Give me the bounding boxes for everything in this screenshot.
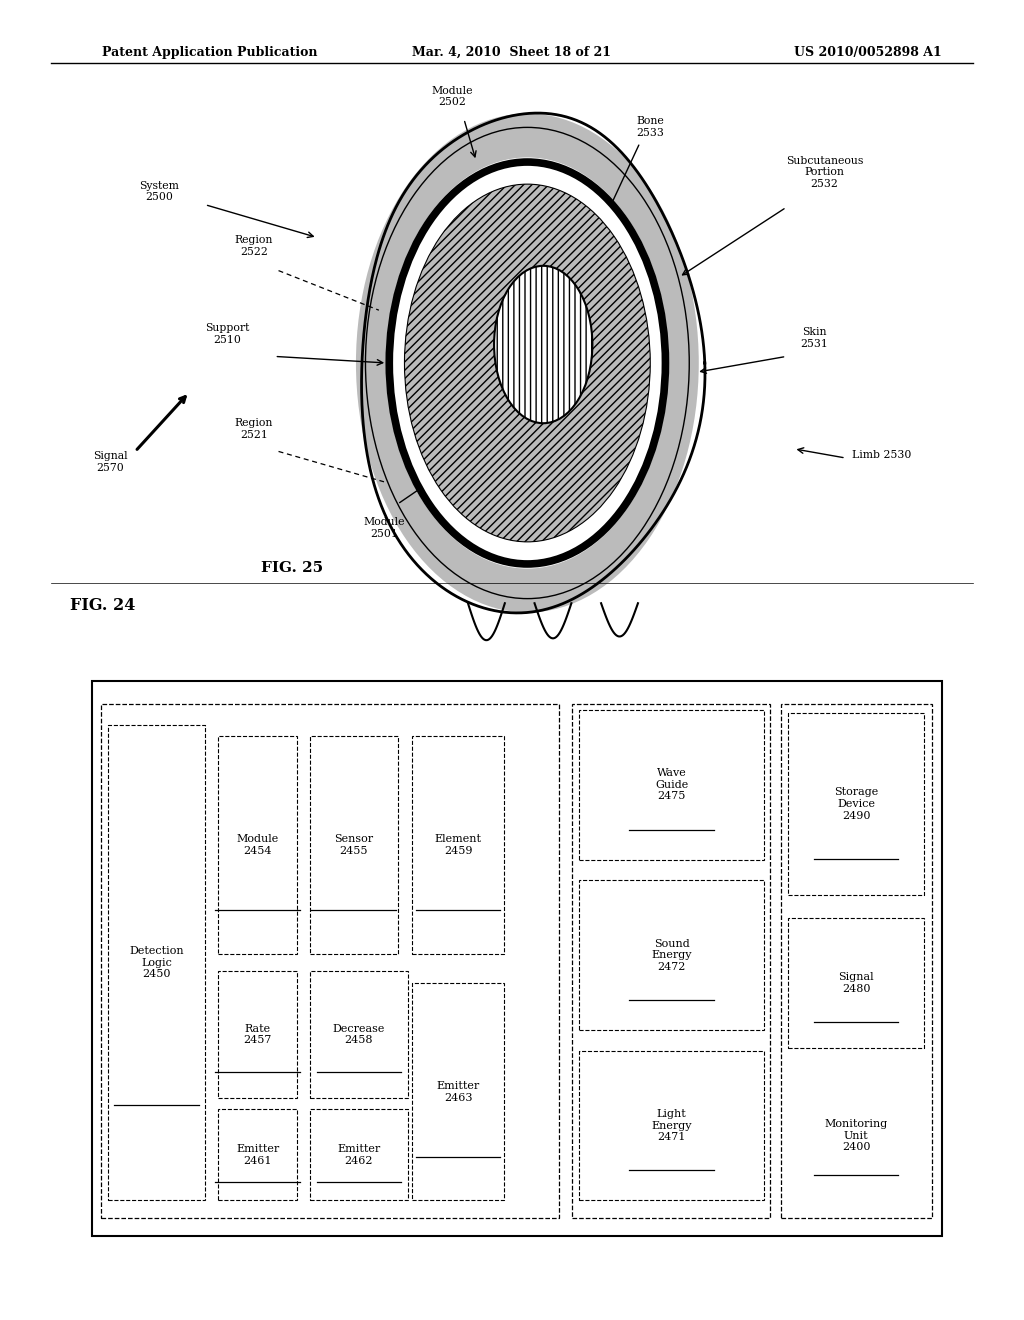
Bar [309, 972, 409, 1098]
Text: System
2500: System 2500 [139, 181, 178, 202]
Text: Emitter
2463: Emitter 2463 [436, 1081, 479, 1102]
Text: Decrease
2458: Decrease 2458 [333, 1024, 385, 1045]
Bar [101, 704, 559, 1218]
Text: Wave
Guide
2475: Wave Guide 2475 [655, 768, 688, 801]
Text: Region
2522: Region 2522 [234, 235, 273, 256]
Text: Sound
Energy
2472: Sound Energy 2472 [651, 939, 692, 972]
Text: Monitoring
Unit
2400: Monitoring Unit 2400 [824, 1119, 888, 1152]
Bar [787, 919, 925, 1048]
Text: Emitter
2462: Emitter 2462 [337, 1144, 381, 1166]
Text: Rate
2457: Rate 2457 [244, 1024, 272, 1045]
Text: US 2010/0052898 A1: US 2010/0052898 A1 [795, 46, 942, 59]
Bar [580, 710, 764, 859]
Bar [108, 725, 205, 1200]
Bar [572, 704, 770, 1218]
Bar [218, 1109, 297, 1200]
Polygon shape [361, 114, 705, 612]
Text: FIG. 25: FIG. 25 [261, 561, 323, 576]
Ellipse shape [404, 183, 650, 543]
Bar [309, 1109, 409, 1200]
Text: Subcutaneous
Portion
2532: Subcutaneous Portion 2532 [785, 156, 863, 189]
Text: FIG. 24: FIG. 24 [70, 597, 135, 614]
Text: Element
2459: Element 2459 [434, 834, 481, 855]
Text: Detection
Logic
2450: Detection Logic 2450 [129, 946, 183, 979]
Bar [580, 1051, 764, 1200]
Bar [412, 983, 504, 1200]
Text: Light
Energy
2471: Light Energy 2471 [651, 1109, 692, 1142]
Ellipse shape [356, 114, 698, 612]
Text: Skin
2531: Skin 2531 [800, 327, 828, 348]
Bar [412, 737, 504, 953]
Text: Sensor
2455: Sensor 2455 [334, 834, 374, 855]
Text: Mar. 4, 2010  Sheet 18 of 21: Mar. 4, 2010 Sheet 18 of 21 [413, 46, 611, 59]
Text: Region
2521: Region 2521 [234, 418, 273, 440]
Text: Module
2502: Module 2502 [432, 86, 473, 107]
Text: Storage
Device
2490: Storage Device 2490 [834, 787, 879, 821]
Ellipse shape [386, 157, 669, 569]
Text: Emitter
2461: Emitter 2461 [237, 1144, 280, 1166]
Bar [787, 713, 925, 895]
Text: Modules
2503: Modules 2503 [553, 520, 600, 541]
Ellipse shape [494, 265, 593, 424]
Text: Support
2510: Support 2510 [205, 323, 250, 345]
Text: Module
2501: Module 2501 [364, 517, 404, 539]
Text: Patent Application Publication: Patent Application Publication [102, 46, 317, 59]
Text: Emitter
2515: Emitter 2515 [449, 520, 489, 541]
Bar [218, 972, 297, 1098]
Bar [218, 737, 297, 953]
Bar [309, 737, 397, 953]
Text: Limb 2530: Limb 2530 [852, 450, 911, 461]
Ellipse shape [389, 162, 666, 564]
Text: Signal
2480: Signal 2480 [839, 973, 873, 994]
Bar [92, 681, 942, 1236]
Bar [580, 880, 764, 1030]
Bar [781, 704, 932, 1218]
Text: Bone
2533: Bone 2533 [636, 116, 665, 137]
Text: Signal
2570: Signal 2570 [93, 451, 128, 473]
Text: Module
2454: Module 2454 [237, 834, 279, 855]
